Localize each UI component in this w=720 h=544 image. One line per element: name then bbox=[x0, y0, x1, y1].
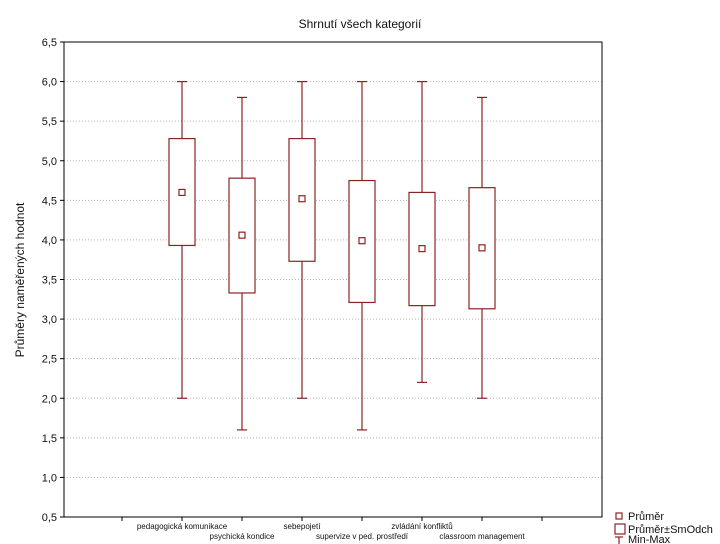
y-tick-label: 2,5 bbox=[42, 354, 57, 366]
y-tick-label: 1,0 bbox=[42, 472, 57, 484]
category-label: psychická kondice bbox=[210, 532, 275, 541]
box-3 bbox=[288, 80, 316, 399]
mean-marker bbox=[418, 245, 426, 253]
y-tick-label: 5,0 bbox=[42, 156, 57, 168]
y-tick-label: 6,0 bbox=[42, 77, 57, 89]
chart-title: Shrnutí všech kategorií bbox=[299, 17, 422, 31]
box-2 bbox=[228, 96, 256, 431]
category-label: classroom management bbox=[439, 532, 525, 541]
mean-marker bbox=[478, 244, 486, 252]
category-label: supervize v ped. prostředí bbox=[316, 532, 409, 541]
category-label: pedagogická komunikace bbox=[137, 522, 228, 531]
y-tick-label: 0,5 bbox=[42, 512, 57, 524]
y-tick-label: 3,5 bbox=[42, 275, 57, 287]
y-tick-label: 6,5 bbox=[42, 37, 57, 49]
y-axis: 0,5 1,0 1,5 2,0 2,5 3,0 3,5 4,0 4,5 5,0 5,5 6,0 6,5 bbox=[42, 37, 543, 524]
legend-label: Min-Max bbox=[628, 534, 671, 544]
category-label: sebepojetí bbox=[284, 522, 322, 531]
boxes bbox=[168, 80, 496, 431]
y-tick-label: 2,0 bbox=[42, 393, 57, 405]
y-tick-label: 4,5 bbox=[42, 195, 57, 207]
y-tick-label: 5,5 bbox=[42, 116, 57, 128]
grid bbox=[64, 81, 602, 478]
category-label: zvládání konfliktů bbox=[391, 522, 452, 531]
box-4 bbox=[348, 80, 376, 431]
plot-area-frame bbox=[63, 41, 603, 518]
legend-box-symbol bbox=[614, 523, 626, 535]
legend-label: Průměr±SmOdch bbox=[628, 524, 713, 536]
box-5 bbox=[408, 80, 436, 384]
legend-label: Průměr bbox=[628, 511, 664, 523]
mean-marker bbox=[358, 237, 366, 245]
box-1 bbox=[168, 80, 196, 399]
y-axis-label: Průměry naměřených hodnot bbox=[13, 202, 27, 357]
box-6 bbox=[468, 96, 496, 399]
mean-marker bbox=[178, 188, 186, 197]
y-tick-label: 4,0 bbox=[42, 235, 57, 247]
y-tick-label: 3,0 bbox=[42, 314, 57, 326]
mean-marker bbox=[298, 195, 306, 203]
legend-mean-symbol bbox=[615, 512, 623, 520]
mean-marker bbox=[238, 231, 246, 239]
y-tick-label: 1,5 bbox=[42, 433, 57, 445]
